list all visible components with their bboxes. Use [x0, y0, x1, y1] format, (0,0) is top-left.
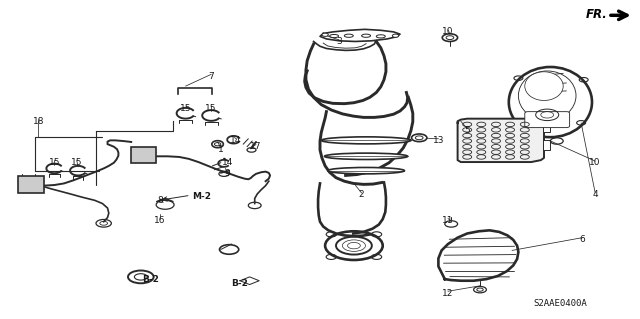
Text: 2: 2 [359, 190, 364, 199]
Ellipse shape [518, 71, 576, 121]
FancyBboxPatch shape [525, 112, 570, 128]
Text: 15: 15 [49, 158, 60, 167]
Text: FR.: FR. [586, 8, 608, 21]
Text: M-2: M-2 [192, 192, 211, 201]
Text: 7: 7 [209, 72, 214, 81]
Text: 10: 10 [589, 158, 601, 167]
Bar [543, 123, 550, 132]
Text: 18: 18 [33, 117, 44, 126]
Ellipse shape [525, 72, 563, 100]
Text: 16: 16 [154, 216, 166, 225]
Text: 11: 11 [442, 216, 454, 225]
Ellipse shape [328, 167, 404, 174]
Text: 12: 12 [442, 289, 454, 298]
Ellipse shape [330, 34, 339, 38]
Circle shape [322, 33, 328, 36]
Text: 13: 13 [433, 136, 444, 145]
Text: 6: 6 [580, 235, 585, 244]
Text: B-2: B-2 [232, 279, 248, 288]
Text: 4: 4 [593, 190, 598, 199]
Circle shape [392, 34, 399, 37]
Text: 15: 15 [180, 104, 191, 113]
Text: 9: 9 [225, 169, 230, 178]
Text: 15: 15 [71, 158, 83, 167]
Ellipse shape [376, 35, 385, 38]
Text: 3: 3 [337, 37, 342, 46]
Text: 1: 1 [218, 145, 223, 154]
Text: 10: 10 [442, 27, 454, 36]
Text: 8: 8 [157, 197, 163, 205]
Circle shape [412, 134, 427, 142]
Text: S2AAE0400A: S2AAE0400A [533, 299, 587, 308]
Ellipse shape [321, 137, 411, 144]
Text: 14: 14 [221, 158, 233, 167]
Ellipse shape [509, 67, 592, 137]
Text: 15: 15 [205, 104, 217, 113]
Text: B-2: B-2 [142, 275, 159, 284]
Ellipse shape [362, 34, 371, 37]
Ellipse shape [324, 153, 408, 160]
Text: 14: 14 [230, 137, 241, 145]
Circle shape [415, 136, 423, 140]
Bar [18, 176, 44, 193]
Polygon shape [458, 119, 544, 162]
Bar [131, 147, 156, 163]
Text: 5: 5 [465, 126, 470, 135]
Bar [543, 140, 550, 150]
Ellipse shape [344, 34, 353, 37]
Text: 17: 17 [250, 142, 262, 151]
